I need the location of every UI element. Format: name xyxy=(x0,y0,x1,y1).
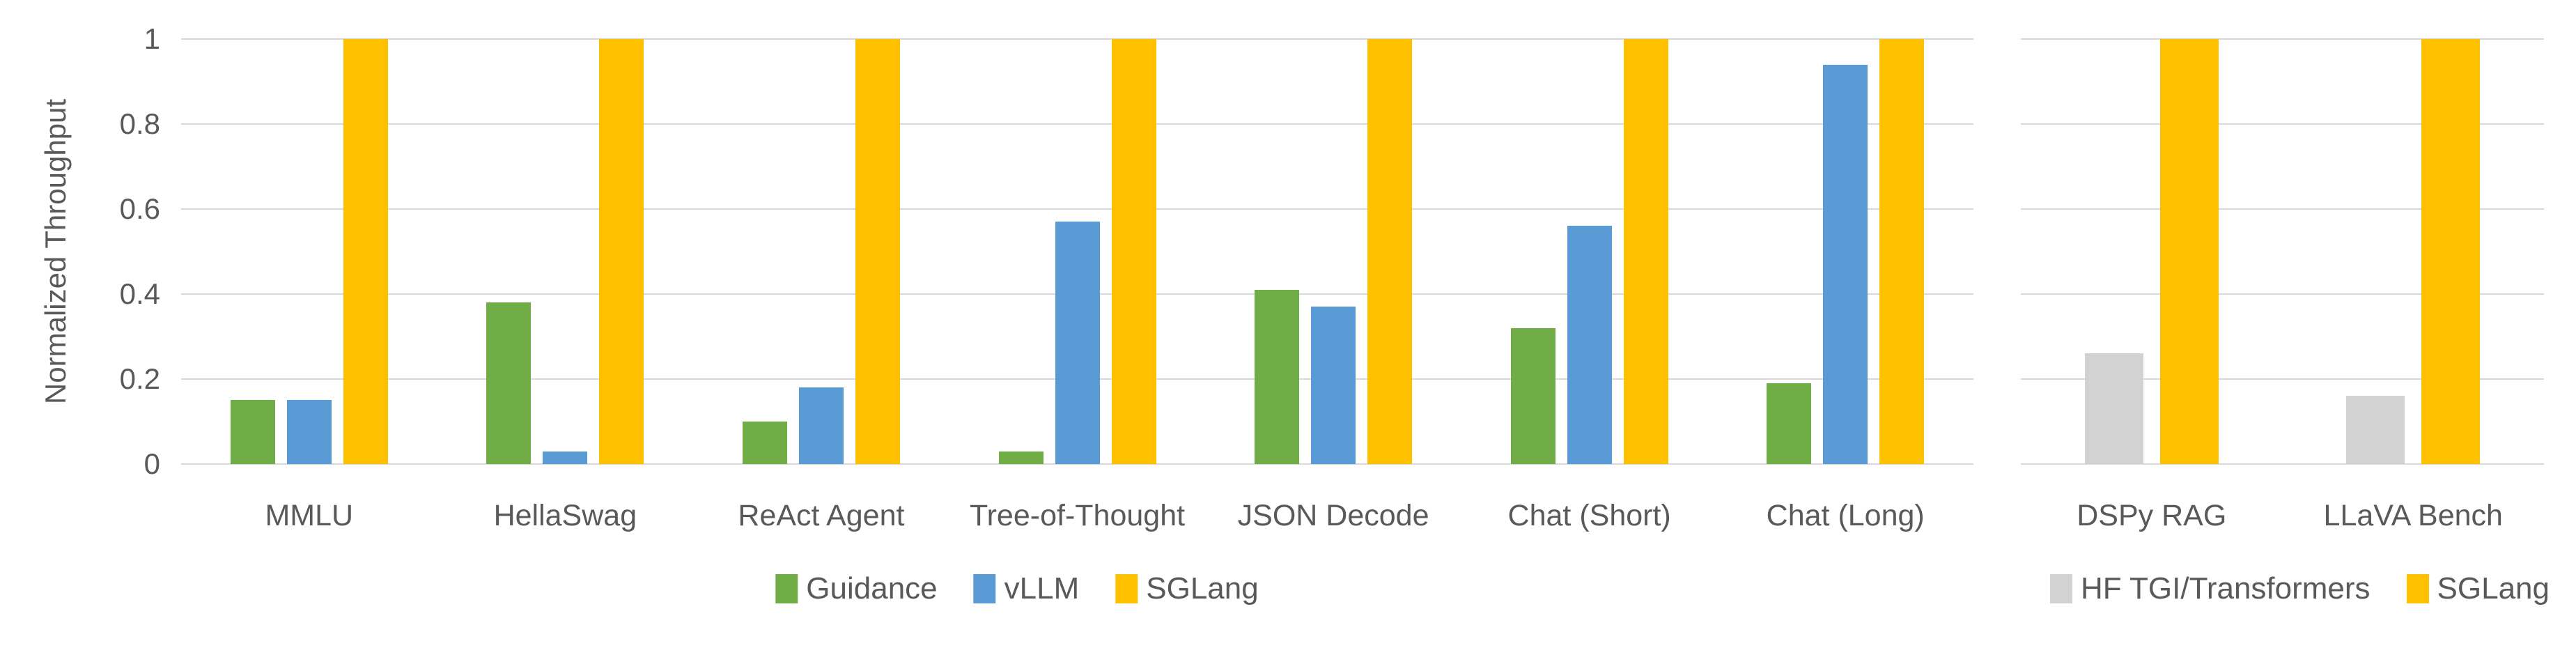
legend-label-sglang: SGLang xyxy=(1146,571,1259,605)
category-label-chat-short: Chat (Short) xyxy=(1507,499,1671,532)
y-axis-tick-label: 0.8 xyxy=(119,107,160,140)
bar-guidance-react-agent xyxy=(743,422,787,464)
bar-sglang-react-agent xyxy=(855,39,900,464)
bar-guidance-chat-short xyxy=(1511,328,1555,464)
bar-sglang-json-decode xyxy=(1367,39,1412,464)
bar-sglang-llava-bench xyxy=(2421,39,2480,464)
category-label-dspy-rag: DSPy RAG xyxy=(2077,499,2227,532)
y-axis-tick-label: 0.4 xyxy=(119,277,160,310)
legend-label-hf-tgi-transformers: HF TGI/Transformers xyxy=(2080,571,2371,605)
legend-chart-1: Guidance vLLM SGLang xyxy=(775,571,1259,606)
category-label-tree-of-thought: Tree-of-Thought xyxy=(969,499,1186,532)
category-label-react-agent: ReAct Agent xyxy=(738,499,905,532)
gridline xyxy=(2021,293,2544,295)
gridline xyxy=(2021,463,2544,465)
legend-item-hf-tgi-transformers: HF TGI/Transformers xyxy=(2049,571,2371,606)
y-axis-tick-label: 0.6 xyxy=(119,192,160,225)
category-label-json-decode: JSON Decode xyxy=(1237,499,1429,532)
category-label-mmlu: MMLU xyxy=(265,499,354,532)
category-label-hellaswag: HellaSwag xyxy=(493,499,637,532)
y-axis-tick-label: 1 xyxy=(143,22,160,55)
bar-sglang-mmlu xyxy=(343,39,388,464)
legend-swatch-sglang xyxy=(1115,574,1138,603)
bar-guidance-json-decode xyxy=(1255,290,1299,464)
bar-sglang-chat-short xyxy=(1624,39,1668,464)
bar-guidance-mmlu xyxy=(231,400,275,464)
legend-swatch-sglang xyxy=(2406,574,2429,603)
bar-hf-tgi-transformers-llava-bench xyxy=(2346,396,2405,464)
gridline xyxy=(181,463,1973,465)
bar-vllm-chat-long xyxy=(1823,65,1868,464)
category-label-llava-bench: LLaVA Bench xyxy=(2323,499,2503,532)
gridline xyxy=(2021,123,2544,125)
legend-swatch-hf-tgi-transformers xyxy=(2049,574,2072,603)
legend-item-sglang: SGLang xyxy=(2406,571,2550,606)
bar-vllm-json-decode xyxy=(1311,307,1356,464)
y-axis-tick-label: 0.2 xyxy=(119,362,160,395)
legend-swatch-guidance xyxy=(775,574,798,603)
bar-vllm-chat-short xyxy=(1567,226,1612,464)
gridline xyxy=(181,38,1973,40)
legend-item-vllm: vLLM xyxy=(973,571,1080,606)
legend-label-guidance: Guidance xyxy=(806,571,938,605)
bar-sglang-tree-of-thought xyxy=(1112,39,1156,464)
bar-vllm-tree-of-thought xyxy=(1055,222,1100,464)
bar-guidance-tree-of-thought xyxy=(999,452,1043,464)
bar-sglang-dspy-rag xyxy=(2160,39,2219,464)
legend-chart-2: HF TGI/Transformers SGLang xyxy=(2049,571,2550,606)
gridline xyxy=(2021,38,2544,40)
bar-guidance-hellaswag xyxy=(486,302,531,464)
bar-guidance-chat-long xyxy=(1767,383,1811,464)
bar-vllm-react-agent xyxy=(799,387,844,464)
bar-sglang-chat-long xyxy=(1879,39,1924,464)
gridline xyxy=(181,123,1973,125)
category-label-chat-long: Chat (Long) xyxy=(1766,499,1925,532)
legend-item-guidance: Guidance xyxy=(775,571,938,606)
legend-swatch-vllm xyxy=(973,574,996,603)
gridline xyxy=(2021,208,2544,210)
bar-hf-tgi-transformers-dspy-rag xyxy=(2085,353,2143,464)
legend-label-sglang: SGLang xyxy=(2437,571,2550,605)
legend-item-sglang: SGLang xyxy=(1115,571,1259,606)
bar-vllm-mmlu xyxy=(287,400,332,464)
legend-label-vllm: vLLM xyxy=(1004,571,1080,605)
bar-sglang-hellaswag xyxy=(599,39,644,464)
gridline xyxy=(2021,378,2544,380)
bar-vllm-hellaswag xyxy=(543,452,587,464)
gridline xyxy=(181,208,1973,210)
y-axis-tick-label: 0 xyxy=(143,447,160,480)
